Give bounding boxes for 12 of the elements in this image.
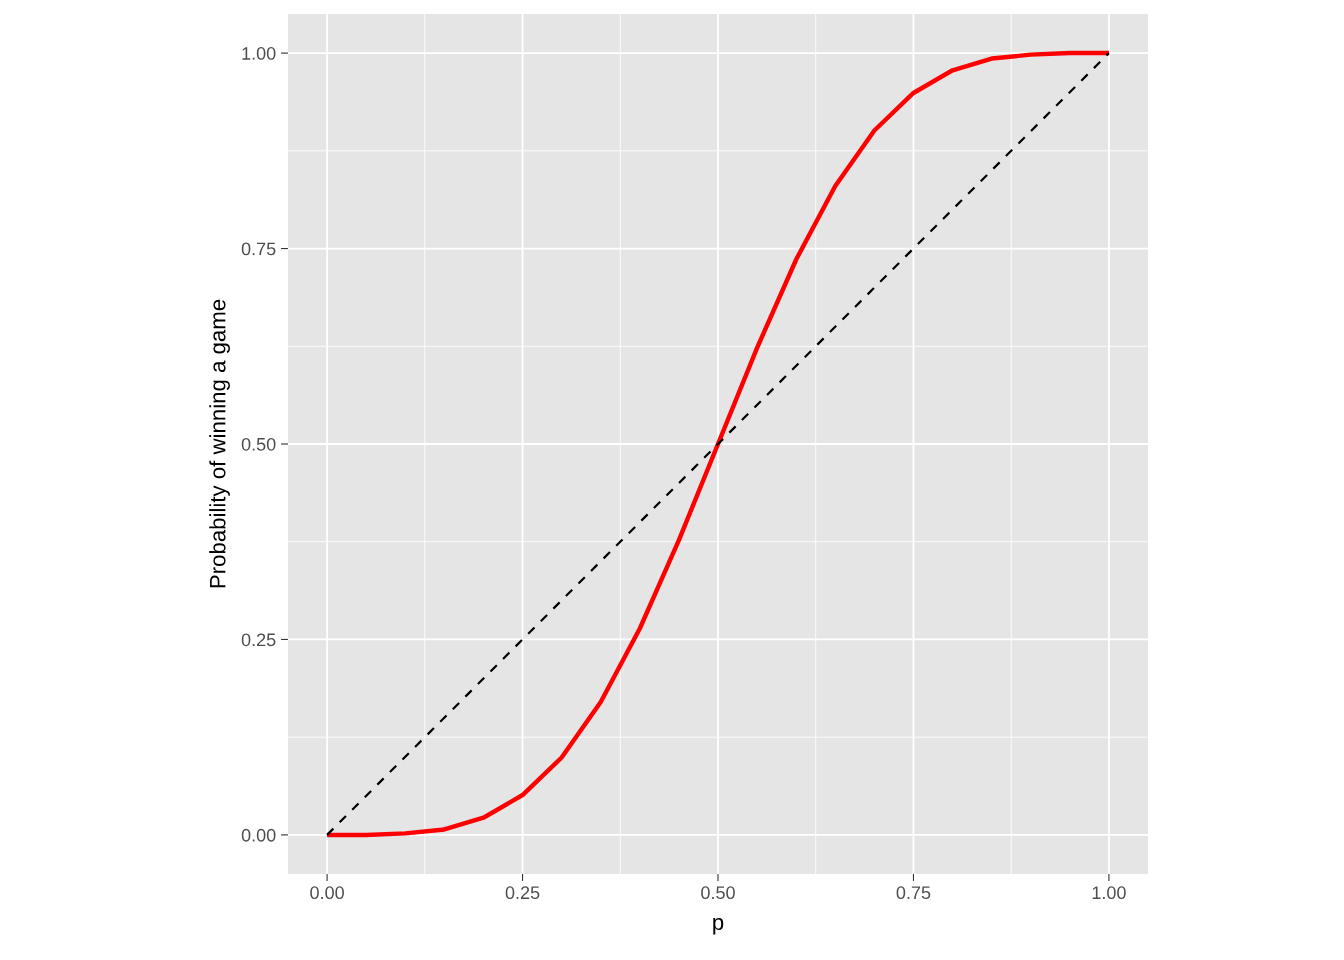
x-tick-label: 0.25	[505, 886, 540, 900]
x-tick-label: 1.00	[1092, 886, 1126, 900]
x-tick-label: 0.75	[896, 886, 931, 900]
y-tick-label: 0.25	[241, 633, 276, 647]
x-axis-title: p	[713, 917, 724, 935]
x-tick-label: 0.50	[701, 886, 735, 900]
y-tick-label: 0.00	[241, 828, 276, 842]
y-axis-title: Probability of winning a game	[209, 299, 230, 588]
y-tick-label: 0.75	[241, 242, 276, 256]
y-tick-label: 1.00	[242, 47, 276, 60]
x-tick-label: 0.00	[310, 886, 344, 900]
y-tick-label: 0.50	[241, 437, 276, 451]
